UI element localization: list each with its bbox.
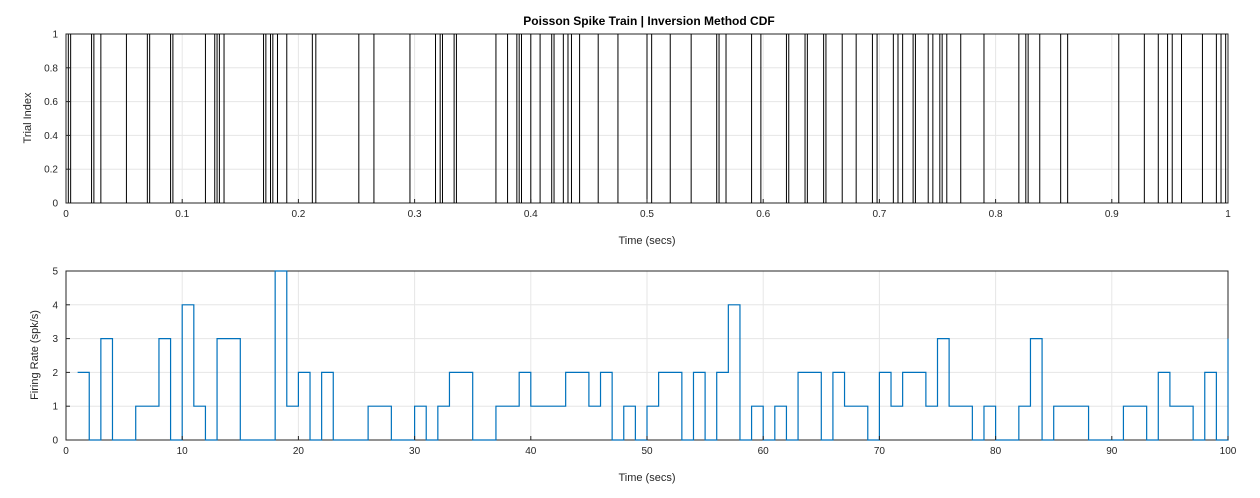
y-tick-label: 0 bbox=[52, 199, 58, 210]
raster-y-axis-label: Trial Index bbox=[22, 92, 34, 143]
raster-y-ticks: 0 0.2 0.4 0.6 0.8 1 bbox=[44, 30, 70, 210]
y-tick-label: 0 bbox=[52, 436, 58, 447]
y-tick-label: 0.6 bbox=[44, 97, 58, 108]
raster-x-ticks: 0 0.1 0.2 0.3 0.4 0.5 0.6 0.7 0.8 0.9 1 bbox=[63, 199, 1231, 220]
rate-x-ticks: 0 10 20 30 40 50 60 70 80 90 100 bbox=[63, 436, 1237, 457]
spike-raster-axes: 0 0.1 0.2 0.3 0.4 0.5 0.6 0.7 0.8 0.9 1 0 0.2 0.4 0.6… bbox=[22, 14, 1231, 247]
raster-x-axis-label: Time (secs) bbox=[618, 235, 675, 247]
x-tick-label: 90 bbox=[1106, 446, 1118, 457]
y-tick-label: 3 bbox=[52, 334, 58, 345]
y-tick-label: 1 bbox=[52, 30, 58, 41]
x-tick-label: 0.2 bbox=[291, 209, 305, 220]
y-tick-label: 0.4 bbox=[44, 131, 58, 142]
x-tick-label: 40 bbox=[525, 446, 537, 457]
y-tick-label: 1 bbox=[52, 402, 58, 413]
x-tick-label: 0.9 bbox=[1105, 209, 1119, 220]
x-tick-label: 0.3 bbox=[408, 209, 422, 220]
raster-title: Poisson Spike Train | Inversion Method C… bbox=[523, 14, 774, 28]
x-tick-label: 1 bbox=[1225, 209, 1231, 220]
y-tick-label: 5 bbox=[52, 267, 58, 278]
rate-y-axis-label: Firing Rate (spk/s) bbox=[29, 310, 41, 400]
x-tick-label: 0.1 bbox=[175, 209, 189, 220]
y-tick-label: 0.8 bbox=[44, 63, 58, 74]
x-tick-label: 0.6 bbox=[756, 209, 770, 220]
rate-y-ticks: 0 1 2 3 4 5 bbox=[52, 267, 70, 447]
y-tick-label: 4 bbox=[52, 300, 58, 311]
x-tick-label: 0 bbox=[63, 209, 69, 220]
rate-x-axis-label: Time (secs) bbox=[618, 472, 675, 484]
x-tick-label: 30 bbox=[409, 446, 421, 457]
x-tick-label: 100 bbox=[1220, 446, 1237, 457]
x-tick-label: 0.4 bbox=[524, 209, 538, 220]
y-tick-label: 0.2 bbox=[44, 165, 58, 176]
firing-rate-axes: 0 10 20 30 40 50 60 70 80 90 100 0 1 2 3 4 5 Time (secs… bbox=[29, 267, 1237, 485]
x-tick-label: 60 bbox=[758, 446, 770, 457]
spike-lines bbox=[67, 34, 1227, 203]
x-tick-label: 50 bbox=[641, 446, 653, 457]
x-tick-label: 20 bbox=[293, 446, 305, 457]
x-tick-label: 10 bbox=[177, 446, 189, 457]
x-tick-label: 0.7 bbox=[872, 209, 886, 220]
x-tick-label: 80 bbox=[990, 446, 1002, 457]
x-tick-label: 70 bbox=[874, 446, 886, 457]
x-tick-label: 0 bbox=[63, 446, 69, 457]
x-tick-label: 0.5 bbox=[640, 209, 654, 220]
x-tick-label: 0.8 bbox=[989, 209, 1003, 220]
firing-rate-stairs-line bbox=[77, 270, 1229, 441]
y-tick-label: 2 bbox=[52, 368, 58, 379]
